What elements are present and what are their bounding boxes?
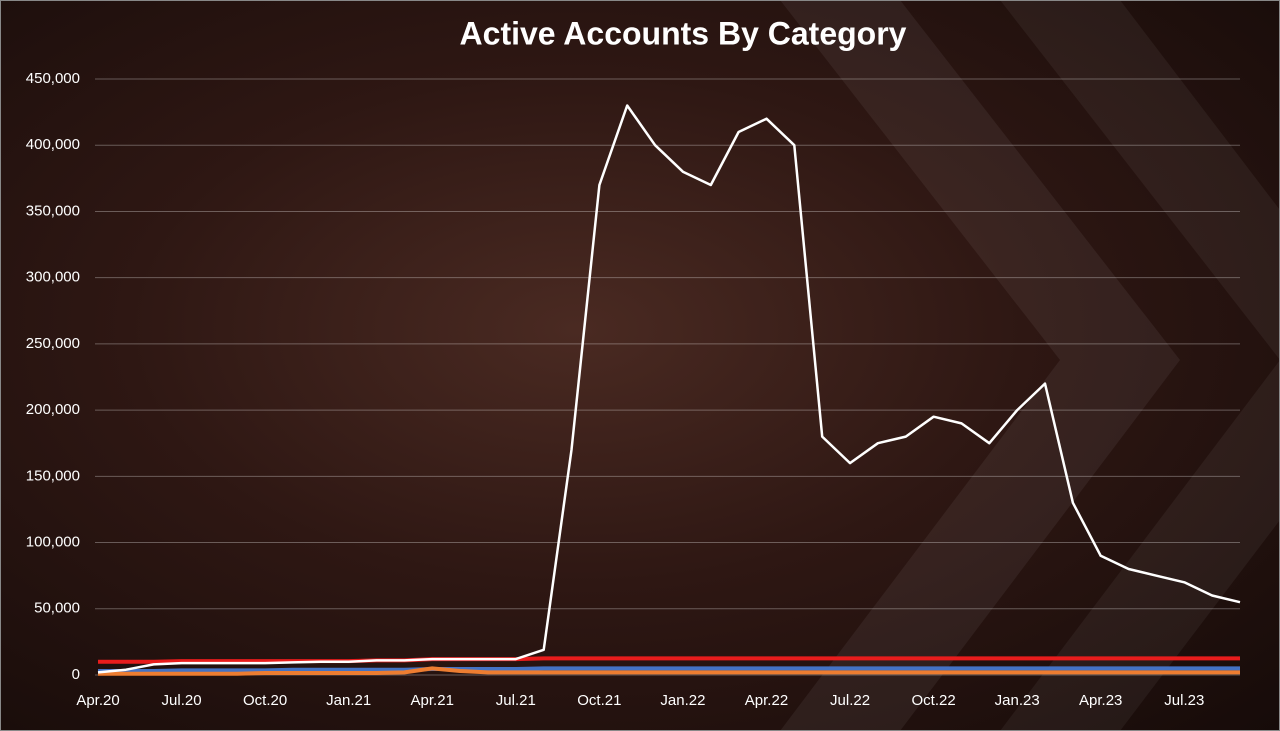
x-tick-label: Jan.21 bbox=[326, 692, 371, 709]
y-tick-label: 200,000 bbox=[26, 401, 80, 418]
x-tick-label: Oct.20 bbox=[243, 692, 287, 709]
y-tick-label: 100,000 bbox=[26, 534, 80, 551]
y-tick-label: 350,000 bbox=[26, 202, 80, 219]
x-tick-label: Jan.23 bbox=[995, 692, 1040, 709]
y-tick-label: 250,000 bbox=[26, 335, 80, 352]
y-tick-label: 50,000 bbox=[34, 600, 80, 617]
x-tick-label: Oct.21 bbox=[577, 692, 621, 709]
y-tick-label: 0 bbox=[72, 666, 80, 683]
background-chevron bbox=[1000, 0, 1280, 731]
x-tick-label: Jul.22 bbox=[830, 692, 870, 709]
data-line bbox=[98, 666, 1240, 673]
background-chevron bbox=[780, 0, 1180, 731]
x-tick-label: Apr.22 bbox=[745, 692, 788, 709]
x-tick-label: Apr.20 bbox=[76, 692, 119, 709]
y-tick-label: 150,000 bbox=[26, 467, 80, 484]
x-tick-label: Jul.23 bbox=[1164, 692, 1204, 709]
data-line bbox=[98, 666, 1240, 676]
x-tick-label: Jul.20 bbox=[162, 692, 202, 709]
y-tick-label: 450,000 bbox=[26, 70, 80, 87]
data-line bbox=[97, 104, 1241, 674]
data-line bbox=[98, 656, 1240, 664]
y-tick-label: 400,000 bbox=[26, 136, 80, 153]
x-tick-label: Oct.22 bbox=[912, 692, 956, 709]
x-tick-label: Apr.21 bbox=[411, 692, 454, 709]
x-tick-label: Jul.21 bbox=[496, 692, 536, 709]
x-tick-label: Jan.22 bbox=[660, 692, 705, 709]
chart-title: Active Accounts By Category bbox=[460, 15, 907, 51]
y-tick-label: 300,000 bbox=[26, 269, 80, 286]
x-tick-label: Apr.23 bbox=[1079, 692, 1122, 709]
